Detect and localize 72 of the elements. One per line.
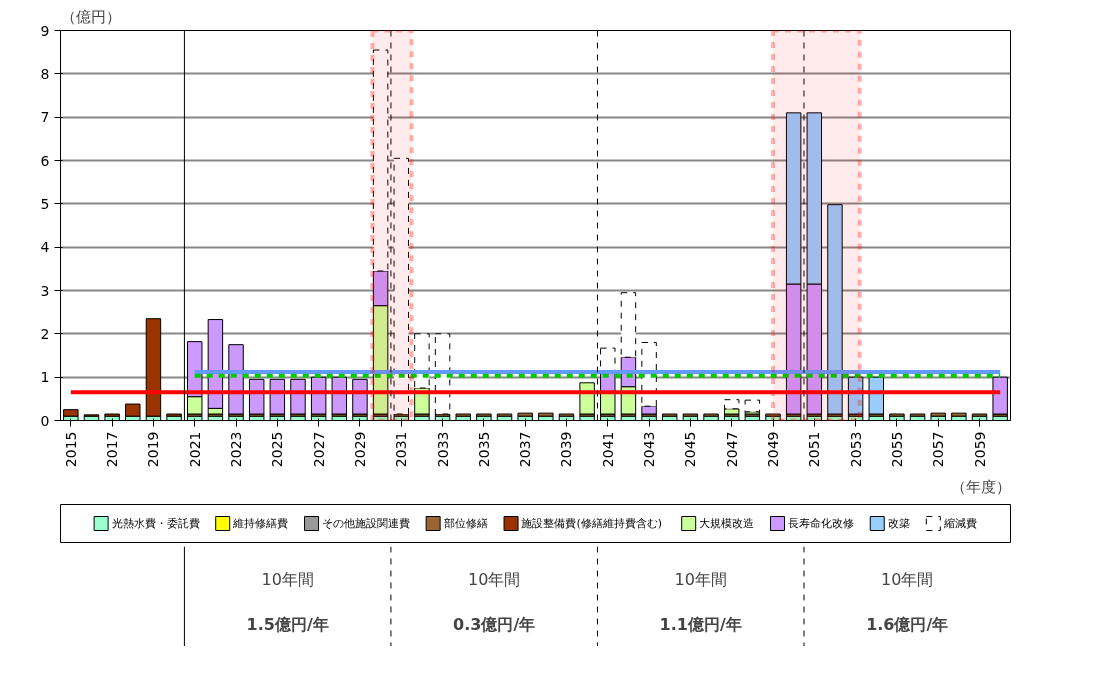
y-tick-label: 9 [40,22,50,39]
x-tick-label: 2021 [186,431,203,468]
x-tick-label: 2059 [971,431,988,468]
bar [971,413,988,417]
bar [455,413,471,417]
x-tick-label: 2023 [228,431,245,468]
bar [558,413,575,417]
text: 10年間 1.6億円/年 [866,569,949,634]
x-tick-label: 2039 [558,431,575,468]
legend-label: その他施設関連費 [321,517,410,530]
bar [125,403,141,417]
x-tick-label: 2047 [723,431,740,468]
x-tick-label: 2057 [930,431,947,468]
legend-label: 施設整備費(修繕維持費含む) [521,517,663,530]
bar [682,413,699,417]
bar [600,391,616,415]
text: 10年間 0.3億円/年 [453,569,536,634]
x-axis-title: （年度） [950,477,1011,496]
bar [662,413,678,417]
x-tick-label: 2037 [517,431,534,468]
x-tick-label: 2025 [269,431,286,468]
bar [765,413,781,417]
x-tick-label: 2041 [599,431,616,468]
x-tick-label: 2043 [641,431,658,468]
bar [703,413,719,417]
x-tick-label: 2033 [434,431,451,468]
x-tick-label: 2019 [145,431,162,468]
y-axis-title: （億円） [60,7,121,26]
y-tick-label: 5 [40,195,50,212]
bar [517,412,533,417]
x-tick-label: 2027 [310,431,327,468]
legend-label: 改築 [887,517,910,530]
x-tick-label: 2031 [393,431,410,468]
bar [145,318,162,417]
x-tick-label: 2055 [888,431,905,468]
legend-label: 光熱水費・委託費 [111,517,200,530]
legend-label: 縮減費 [942,517,977,530]
y-tick-label: 2 [40,325,50,342]
bar [476,413,492,417]
y-tick-label: 3 [40,282,50,299]
bar [496,413,513,417]
legend-label: 部位修繕 [443,517,488,530]
y-tick-label: 8 [40,65,50,82]
bar [744,399,761,413]
bar [951,412,967,417]
bar [909,413,926,417]
legend-label: 長寿命化改修 [787,517,854,530]
y-tick-label: 0 [40,412,50,429]
bar [538,412,554,417]
bar [992,376,1008,415]
bar [889,413,905,417]
y-tick-label: 1 [40,369,50,386]
x-tick-label: 2029 [351,431,368,468]
x-tick-label: 2015 [62,431,79,468]
bar [63,409,79,417]
x-tick-label: 2035 [475,431,492,468]
x-tick-label: 2045 [682,431,699,468]
y-tick-label: 6 [40,152,50,169]
bar [104,413,120,417]
bar [930,412,946,417]
x-tick-label: 2017 [104,431,121,468]
y-tick-label: 4 [40,239,50,256]
x-tick-label: 2053 [847,431,864,468]
x-tick-label: 2051 [806,431,823,468]
legend-label: 大規模改造 [699,517,755,530]
x-tick-label: 2049 [765,431,781,468]
bar [827,204,843,415]
text: 10年間 1.5億円/年 [246,569,329,634]
bar [166,413,182,417]
y-tick-label: 7 [40,109,50,126]
text: 10年間 1.1億円/年 [659,569,742,634]
legend-label: 維持修繕費 [232,517,289,530]
